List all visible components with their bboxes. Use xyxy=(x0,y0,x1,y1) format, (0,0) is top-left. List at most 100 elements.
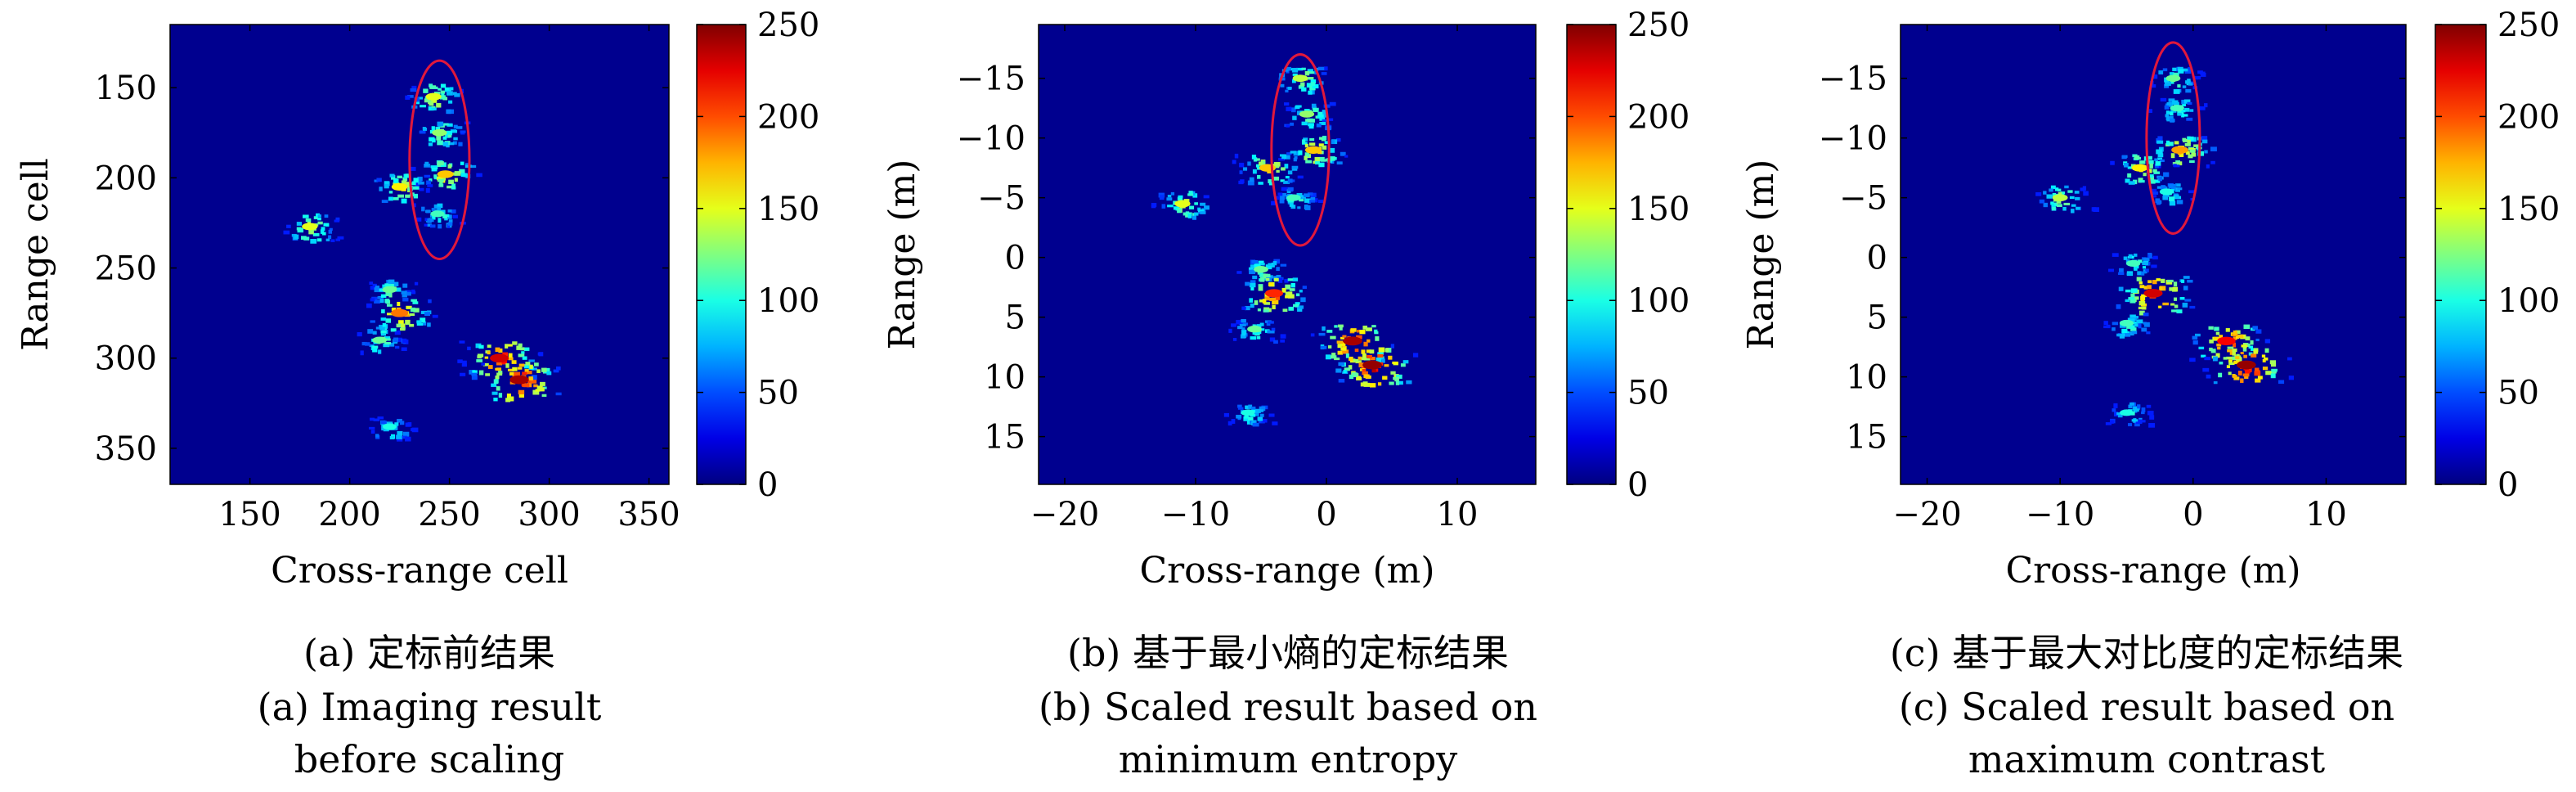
scatterer-3 xyxy=(2151,182,2195,206)
y-tick-label: 10 xyxy=(1846,359,1887,397)
y-tick-label: 5 xyxy=(1867,299,1887,337)
colorbar-tick-label: 250 xyxy=(1627,7,1690,44)
x-tick-label: 200 xyxy=(318,496,380,533)
x-tick-label: −10 xyxy=(2026,496,2094,533)
scatterer-3 xyxy=(411,203,466,229)
x-tick-label: 10 xyxy=(1437,496,1479,533)
x-axis-label: Cross-range (m) xyxy=(1139,550,1434,592)
plot-a: 150 200 250 300 350 150 200 250 300 350 Cross-rang… xyxy=(15,7,819,592)
scatterer-5 xyxy=(283,213,344,244)
colorbar-tick-label: 250 xyxy=(757,7,819,44)
y-tick-label: 350 xyxy=(95,430,157,468)
scatterer-6 xyxy=(369,279,419,304)
y-tick-label: −10 xyxy=(957,120,1025,158)
caption-b-en: (b) Scaled result based on minimum entro… xyxy=(859,681,1717,785)
plot-background xyxy=(1039,25,1536,484)
y-tick-label: 0 xyxy=(1005,240,1025,277)
axes-frame xyxy=(1038,24,1537,485)
y-axis-label: Range cell xyxy=(15,158,56,351)
scatterer-5 xyxy=(1151,191,1210,220)
scatterer-7 xyxy=(2116,276,2196,316)
caption-b-en-line2: minimum entropy xyxy=(1118,737,1458,781)
colorbar-tick-label: 100 xyxy=(1627,282,1690,320)
colorbar-tick-label: 150 xyxy=(1627,191,1690,228)
scatterer-1 xyxy=(2148,97,2208,123)
colorbar xyxy=(696,24,747,485)
colorbar-tick-label: 150 xyxy=(757,191,819,228)
scatterer-11 xyxy=(368,416,419,442)
panel-a: 150 200 250 300 350 150 200 250 300 350 Cross-rang… xyxy=(0,0,859,792)
colorbar-tick-label: 200 xyxy=(2497,98,2560,136)
x-axis-label: Cross-range (m) xyxy=(2005,550,2300,592)
colorbar-tick-label: 50 xyxy=(1627,375,1669,412)
colorbar-tick-label: 50 xyxy=(757,375,799,412)
x-axis-label: Cross-range cell xyxy=(271,550,568,592)
y-tick-label: 10 xyxy=(984,359,1025,397)
caption-b-en-line1: (b) Scaled result based on xyxy=(1038,685,1538,729)
axes-frame xyxy=(169,24,670,485)
y-tick-label: 0 xyxy=(1867,240,1887,277)
heatmap-scatterers xyxy=(1151,66,1419,427)
colorbar-tick-label: 0 xyxy=(757,466,778,504)
y-tick-label: 5 xyxy=(1005,299,1025,337)
y-tick-label: 15 xyxy=(1846,419,1887,457)
axes-frame xyxy=(1900,24,2407,485)
panel-c: −20 −10 0 10 −15 −10 −5 0 5 10 15 Cross-range (m) Ra… xyxy=(1717,0,2576,792)
caption-c-en: (c) Scaled result based on maximum contr… xyxy=(1717,681,2576,785)
y-tick-label: 250 xyxy=(95,250,157,288)
y-tick-label: −15 xyxy=(957,61,1025,98)
colorbar-tick-label: 0 xyxy=(2497,466,2518,504)
plot-c: −20 −10 0 10 −15 −10 −5 0 5 10 15 Cross-range (m) Ra… xyxy=(1740,7,2560,592)
panel-b: −20 −10 0 10 −15 −10 −5 0 5 10 15 Cross-range (m) Ra… xyxy=(859,0,1717,792)
x-tick-label: 300 xyxy=(518,496,580,533)
scatterer-9 xyxy=(457,340,544,380)
y-tick-label: 200 xyxy=(95,160,157,197)
x-tick-label: 350 xyxy=(617,496,680,533)
colorbar-tick-label: 250 xyxy=(2497,7,2560,44)
scatterer-10 xyxy=(1335,347,1419,388)
x-tick-label: −10 xyxy=(1161,496,1230,533)
colorbar-tick-label: 100 xyxy=(757,282,819,320)
scatterer-6 xyxy=(2108,252,2158,277)
caption-b-zh: (b) 基于最小熵的定标结果 xyxy=(1067,631,1509,675)
y-tick-label: 150 xyxy=(95,70,157,107)
scatterer-4 xyxy=(2110,154,2180,185)
x-tick-label: 0 xyxy=(2183,496,2203,533)
scatterer-9 xyxy=(2189,324,2271,362)
y-axis-label: Range (m) xyxy=(1740,160,1782,350)
scatterer-7 xyxy=(366,298,438,332)
colorbar-tick-label: 150 xyxy=(2497,191,2560,228)
heatmap-scatterers xyxy=(283,83,562,442)
y-tick-label: −15 xyxy=(1819,61,1887,98)
x-tick-label: −20 xyxy=(1892,496,1961,533)
scatterer-5 xyxy=(2035,185,2099,214)
heatmap-scatterers xyxy=(2035,66,2294,428)
scatterer-10 xyxy=(481,362,562,403)
x-tick-label: −20 xyxy=(1030,496,1099,533)
colorbar-tick-label: 200 xyxy=(757,98,819,136)
y-tick-label: 300 xyxy=(95,340,157,378)
y-tick-label: −5 xyxy=(977,180,1025,218)
scatterer-11 xyxy=(1223,404,1278,427)
y-tick-label: −5 xyxy=(1839,180,1887,218)
x-tick-label: 0 xyxy=(1316,496,1336,533)
target-ellipse xyxy=(1270,52,1331,247)
scatterer-7 xyxy=(1241,277,1307,313)
target-ellipse xyxy=(2145,41,2201,235)
colorbar xyxy=(2435,24,2487,485)
plot-background xyxy=(170,25,669,484)
caption-a-zh: (a) 定标前结果 xyxy=(303,631,555,675)
caption-a-en-line2: before scaling xyxy=(294,737,565,781)
scatterer-4 xyxy=(1232,153,1304,186)
scatterer-3 xyxy=(1271,187,1324,210)
target-ellipse xyxy=(408,59,471,261)
scatterer-10 xyxy=(2202,346,2294,385)
colorbar xyxy=(1566,24,1617,485)
y-axis-label: Range (m) xyxy=(882,160,923,350)
y-tick-label: 15 xyxy=(984,419,1025,457)
scatterer-8 xyxy=(357,329,409,356)
caption-c-en-line1: (c) Scaled result based on xyxy=(1898,685,2395,729)
scatterer-1 xyxy=(1284,101,1336,131)
caption-a-en-line1: (a) Imaging result xyxy=(257,685,602,729)
